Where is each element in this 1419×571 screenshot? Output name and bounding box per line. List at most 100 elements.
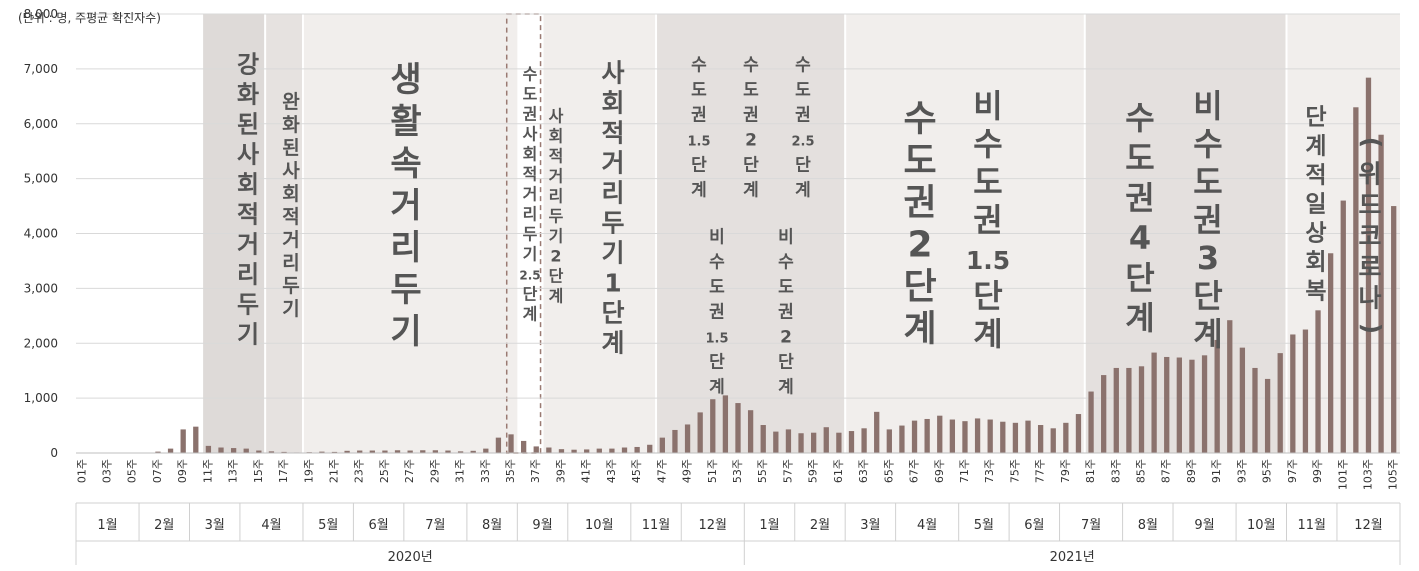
phase-glyph: 로 [1358,252,1381,281]
phase-glyph: 수 [1193,125,1222,163]
phase-glyph: 계 [973,315,1002,353]
phase-glyph: 화 [282,114,300,136]
phase-glyph: 4 [1129,219,1151,257]
month-label: 3월 [205,518,225,533]
phase-glyph: 된 [237,110,259,138]
phase-glyph: 계 [903,309,936,350]
bar-75주 [1012,422,1019,453]
month-label: 10월 [1247,518,1276,533]
month-label: 3월 [860,518,880,533]
bar-54주 [747,410,754,453]
bar-67주 [911,420,918,453]
phase-glyph: 두 [523,225,538,244]
x-tick-label: 07주 [151,459,164,483]
x-tick-label: 71주 [958,459,971,483]
bar-96주 [1277,353,1283,453]
x-tick-label: 41주 [580,459,593,483]
month-label: 6월 [369,518,389,533]
bar-80주 [1075,414,1082,453]
x-tick-label: 87주 [1160,459,1173,483]
month-label: 6월 [1024,518,1044,533]
phase-glyph: 단 [691,155,707,175]
y-tick-label: 0 [50,446,58,460]
phase-glyph: 도 [743,80,759,100]
bar-58주 [798,433,804,453]
x-tick-label: 103주 [1361,459,1374,490]
phase-glyph: 권 [691,105,707,125]
bar-84주 [1126,367,1132,453]
bar-20주 [319,451,325,453]
phase-glyph: 수 [709,252,725,272]
bar-17주 [281,451,287,453]
bar-102주 [1353,107,1359,453]
year-label: 2021년 [1050,550,1095,565]
bar-71주 [962,421,968,453]
phase-glyph: 단 [523,285,538,304]
x-tick-label: 31주 [454,459,467,483]
x-tick-label: 13주 [227,459,240,483]
bar-83주 [1113,367,1119,453]
phase-glyph: 적 [282,206,299,228]
phase-glyph: 거 [282,229,299,251]
phase-glyph: 권 [973,201,1002,239]
bar-14주 [243,448,249,453]
x-tick-label: 51주 [706,459,719,483]
bar-46주 [647,444,653,453]
y-tick-label: 8,000 [24,7,58,21]
phase-glyph: 도 [795,80,811,100]
bar-16주 [268,451,275,453]
bar-32주 [470,450,476,453]
month-label: 9월 [532,518,552,533]
bar-88주 [1176,357,1182,453]
x-tick-label: 33주 [479,459,492,483]
bar-97주 [1290,334,1296,453]
y-tick-label: 7,000 [24,62,58,76]
phase-glyph: 도 [903,141,936,182]
phase-glyph: 단 [903,267,936,308]
phase-glyph: 계 [709,377,725,397]
phase-glyph: 거 [237,230,259,258]
bar-85주 [1138,366,1145,453]
bar-62주 [848,431,855,453]
phase-6-label: 수도권 2 단계 [743,55,759,200]
phase-glyph: 단 [549,267,564,286]
bar-48주 [672,429,678,453]
bar-45주 [634,446,640,453]
bar-94주 [1252,367,1258,453]
y-tick-label: 4,000 [24,227,58,241]
month-label: 9월 [1194,518,1214,533]
bar-29주 [432,450,439,453]
bar-92주 [1227,320,1233,453]
bar-43주 [609,448,615,453]
month-label: 2월 [154,518,174,533]
x-tick-label: 65주 [882,459,895,483]
phase-glyph: 기 [601,238,624,267]
phase-glyph: 비 [709,227,725,247]
month-label: 12월 [699,518,728,533]
phase-glyph: 권 [903,183,936,224]
x-tick-label: 19주 [302,459,315,483]
phase-glyph: 두 [390,270,421,310]
phase-glyph: 리 [601,178,624,207]
phase-glyph: 완 [282,91,300,113]
phase-glyph: 단 [778,352,794,372]
month-label: 1월 [97,518,117,533]
phase-glyph: 단 [1125,259,1154,297]
bar-60주 [823,427,829,453]
x-tick-label: 81주 [1084,459,1097,483]
x-tick-label: 47주 [655,459,668,483]
x-tick-label: 43주 [605,459,618,483]
x-tick-label: 105주 [1387,459,1400,490]
bar-65주 [886,429,892,453]
phase-glyph: 권 [1193,201,1222,239]
phase-glyph: ( [1357,137,1386,148]
x-tick-label: 85주 [1135,459,1148,483]
phase-6-label: 수도권 1.5 단계 [687,55,710,200]
phase-glyph: 수 [1125,99,1154,137]
bar-31주 [457,451,464,453]
